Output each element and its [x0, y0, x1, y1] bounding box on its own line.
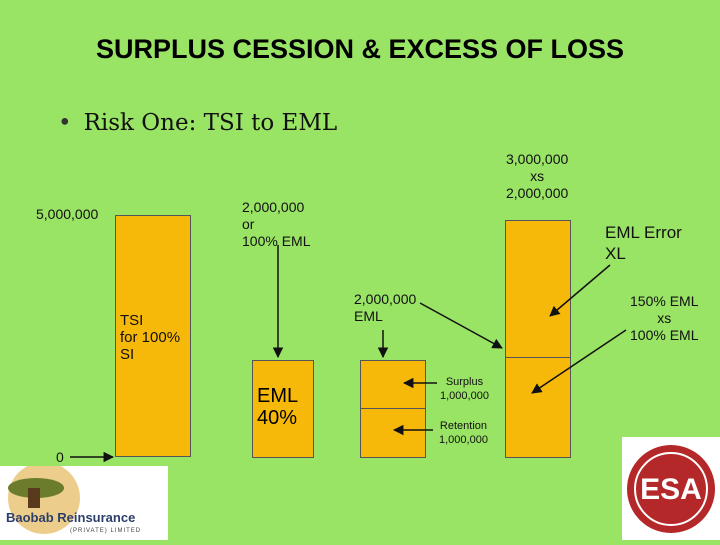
- surplus-label: Surplus 1,000,000: [440, 376, 489, 402]
- retention-label: Retention 1,000,000: [439, 420, 488, 446]
- bullet-item: • Risk One: TSI to EML: [58, 110, 337, 136]
- slide-title: SURPLUS CESSION & EXCESS OF LOSS: [95, 34, 625, 64]
- esa-seal-icon: [627, 445, 715, 533]
- layer-stack-box: [360, 360, 426, 458]
- bullet-text: Risk One: TSI to EML: [83, 110, 338, 136]
- eml-top-label: 2,000,000 or 100% EML: [242, 199, 311, 249]
- tsi-bottom-label: 0: [56, 449, 64, 465]
- xs-top-label: 3,000,000 xs 2,000,000: [506, 151, 569, 201]
- xl-divider: [505, 357, 571, 358]
- esa-logo-text: ESA: [640, 473, 702, 506]
- eml-box-label: EML 40%: [257, 385, 299, 429]
- esa-logo: ESA: [622, 437, 720, 540]
- tsi-top-label: 5,000,000: [36, 206, 99, 222]
- baobab-logo: Baobab Reinsurance (PRIVATE) LIMITED: [0, 466, 168, 540]
- baobab-tree-icon: [8, 466, 80, 534]
- pct-label: 150% EML xs 100% EML: [630, 293, 699, 343]
- eml-error-label: EML Error XL: [605, 223, 682, 263]
- mid-eml-label: 2,000,000 EML: [354, 291, 417, 324]
- arrow-error: [549, 264, 611, 317]
- tsi-box-label: TSI for 100% SI: [120, 312, 181, 363]
- xl-box: [505, 220, 571, 458]
- layer-divider: [360, 408, 426, 409]
- arrow-pct: [531, 329, 627, 394]
- bullet-dot-icon: •: [58, 110, 72, 136]
- eml-box: [252, 360, 314, 458]
- baobab-logo-text: Baobab Reinsurance: [6, 510, 136, 525]
- baobab-logo-subtext: (PRIVATE) LIMITED: [70, 528, 142, 534]
- tsi-box: [115, 215, 191, 457]
- arrow-mid-xl: [419, 302, 503, 349]
